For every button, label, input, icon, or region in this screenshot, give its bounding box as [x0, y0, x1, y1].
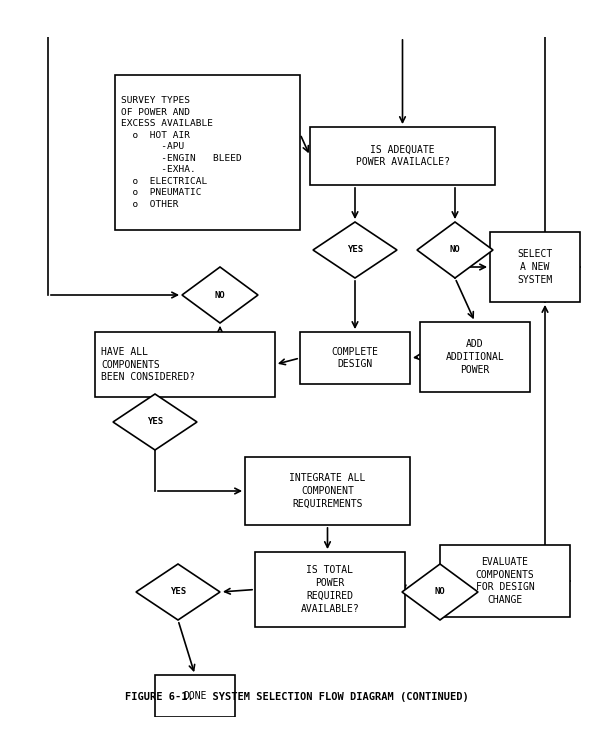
Text: NO: NO — [214, 290, 225, 299]
FancyBboxPatch shape — [255, 552, 405, 627]
FancyBboxPatch shape — [440, 545, 570, 617]
Text: INTEGRATE ALL
COMPONENT
REQUIREMENTS: INTEGRATE ALL COMPONENT REQUIREMENTS — [289, 474, 366, 509]
FancyBboxPatch shape — [310, 127, 495, 185]
FancyBboxPatch shape — [115, 75, 300, 230]
FancyBboxPatch shape — [420, 322, 530, 392]
Text: YES: YES — [347, 246, 363, 255]
FancyBboxPatch shape — [490, 232, 580, 302]
Text: FIGURE 6-1.   SYSTEM SELECTION FLOW DIAGRAM (CONTINUED): FIGURE 6-1. SYSTEM SELECTION FLOW DIAGRA… — [125, 692, 469, 702]
Text: YES: YES — [147, 418, 163, 427]
Text: SURVEY TYPES
OF POWER AND
EXCESS AVAILABLE
  o  HOT AIR
       -APU
       -ENGI: SURVEY TYPES OF POWER AND EXCESS AVAILAB… — [121, 97, 242, 209]
Text: YES: YES — [170, 587, 186, 596]
Text: EVALUATE
COMPONENTS
FOR DESIGN
CHANGE: EVALUATE COMPONENTS FOR DESIGN CHANGE — [476, 556, 535, 605]
FancyBboxPatch shape — [300, 332, 410, 384]
Polygon shape — [182, 267, 258, 323]
Text: SELECT
A NEW
SYSTEM: SELECT A NEW SYSTEM — [517, 250, 552, 285]
Polygon shape — [113, 394, 197, 450]
Text: DONE: DONE — [184, 691, 207, 701]
Polygon shape — [313, 222, 397, 278]
Polygon shape — [417, 222, 493, 278]
Text: ADD
ADDITIONAL
POWER: ADD ADDITIONAL POWER — [446, 339, 504, 375]
Text: HAVE ALL
COMPONENTS
BEEN CONSIDERED?: HAVE ALL COMPONENTS BEEN CONSIDERED? — [101, 347, 195, 382]
FancyBboxPatch shape — [155, 675, 235, 717]
FancyBboxPatch shape — [245, 457, 410, 525]
Text: COMPLETE
DESIGN: COMPLETE DESIGN — [331, 347, 378, 369]
Text: NO: NO — [435, 587, 446, 596]
Text: NO: NO — [450, 246, 460, 255]
Polygon shape — [136, 564, 220, 620]
Polygon shape — [402, 564, 478, 620]
FancyBboxPatch shape — [95, 332, 275, 397]
Text: IS TOTAL
POWER
REQUIRED
AVAILABLE?: IS TOTAL POWER REQUIRED AVAILABLE? — [301, 566, 359, 614]
Text: IS ADEQUATE
POWER AVAILACLE?: IS ADEQUATE POWER AVAILACLE? — [355, 145, 450, 167]
